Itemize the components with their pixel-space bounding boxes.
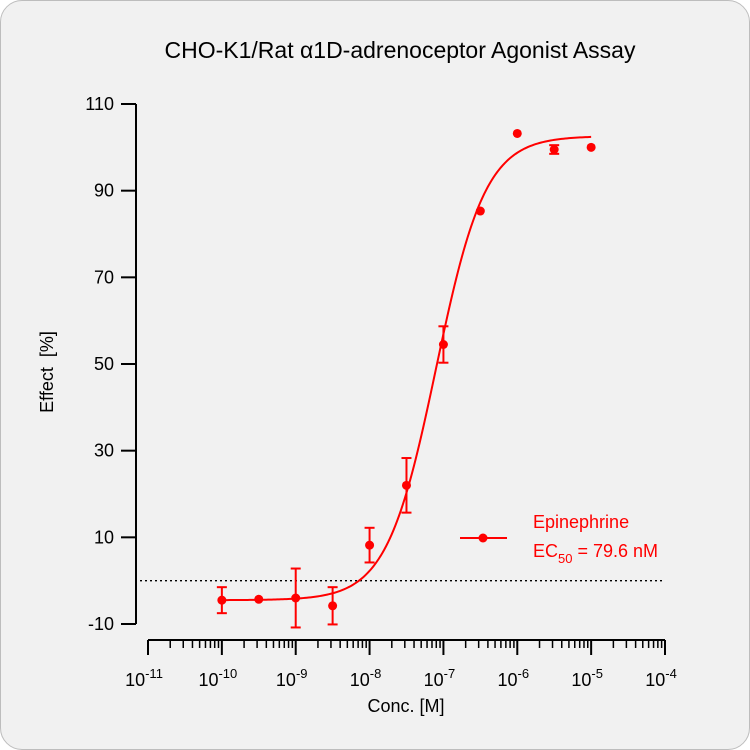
y-tick-label: 90 <box>94 181 114 201</box>
x-tick-label: 10-8 <box>350 666 382 690</box>
x-tick-label: 10-9 <box>276 666 308 690</box>
x-tick-label: 10-4 <box>645 666 677 690</box>
y-axis: -10 10 30 50 70 90 110 <box>85 94 137 634</box>
data-point <box>365 540 375 550</box>
data-point <box>291 593 301 603</box>
x-tick-label: 10-11 <box>125 666 163 690</box>
data-point <box>328 601 338 611</box>
data-points <box>216 128 596 629</box>
data-point <box>586 142 596 152</box>
chart-title: CHO-K1/Rat α1D-adrenoceptor Agonist Assa… <box>165 37 636 63</box>
data-point <box>401 480 411 490</box>
x-axis-title: Conc. [M] <box>367 696 444 716</box>
y-tick-label: 70 <box>94 267 114 287</box>
legend-series-name: Epinephrine <box>533 512 629 532</box>
y-axis-title: Effect [%] <box>37 331 57 413</box>
legend: Epinephrine EC50 = 79.6 nM <box>460 512 658 566</box>
x-tick-label: 10-6 <box>497 666 529 690</box>
x-tick-label: 10-5 <box>571 666 603 690</box>
y-tick-label: 110 <box>85 94 114 114</box>
y-tick-label: 30 <box>94 441 114 461</box>
legend-ec50-subscript: 50 <box>558 551 572 566</box>
data-point <box>549 145 559 154</box>
y-tick-label: 10 <box>94 527 114 547</box>
data-point <box>475 206 485 216</box>
data-point <box>512 128 522 138</box>
legend-ec50: EC50 = 79.6 nM <box>533 541 658 566</box>
data-point <box>438 340 448 349</box>
data-point <box>217 595 227 605</box>
x-tick-label: 10-10 <box>198 666 237 690</box>
x-axis: 10-11 10-10 10-9 10-8 10-7 10-6 10-5 10-4 <box>125 639 677 690</box>
legend-ec50-label: EC <box>533 541 558 561</box>
data-point <box>254 594 264 604</box>
legend-ec50-value: = 79.6 nM <box>572 541 658 561</box>
legend-marker <box>478 533 488 543</box>
x-tick-label: 10-7 <box>424 666 456 690</box>
y-tick-label: 50 <box>94 354 114 374</box>
y-tick-label: -10 <box>88 614 114 634</box>
